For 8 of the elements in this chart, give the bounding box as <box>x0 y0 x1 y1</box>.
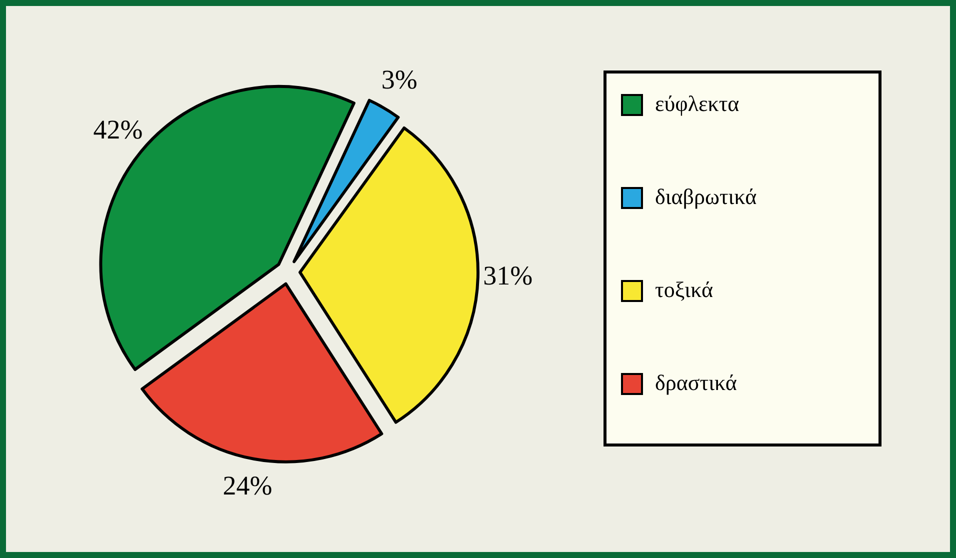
data-label: 24% <box>222 470 272 500</box>
legend-label: εύφλεκτα <box>655 91 740 116</box>
legend-label: διαβρωτικά <box>655 184 758 210</box>
data-label: 3% <box>381 64 418 94</box>
data-label: 31% <box>483 260 533 290</box>
data-label: 42% <box>93 114 143 145</box>
legend-label: δραστικά <box>655 370 738 396</box>
legend-label: τοξικά <box>655 277 714 302</box>
